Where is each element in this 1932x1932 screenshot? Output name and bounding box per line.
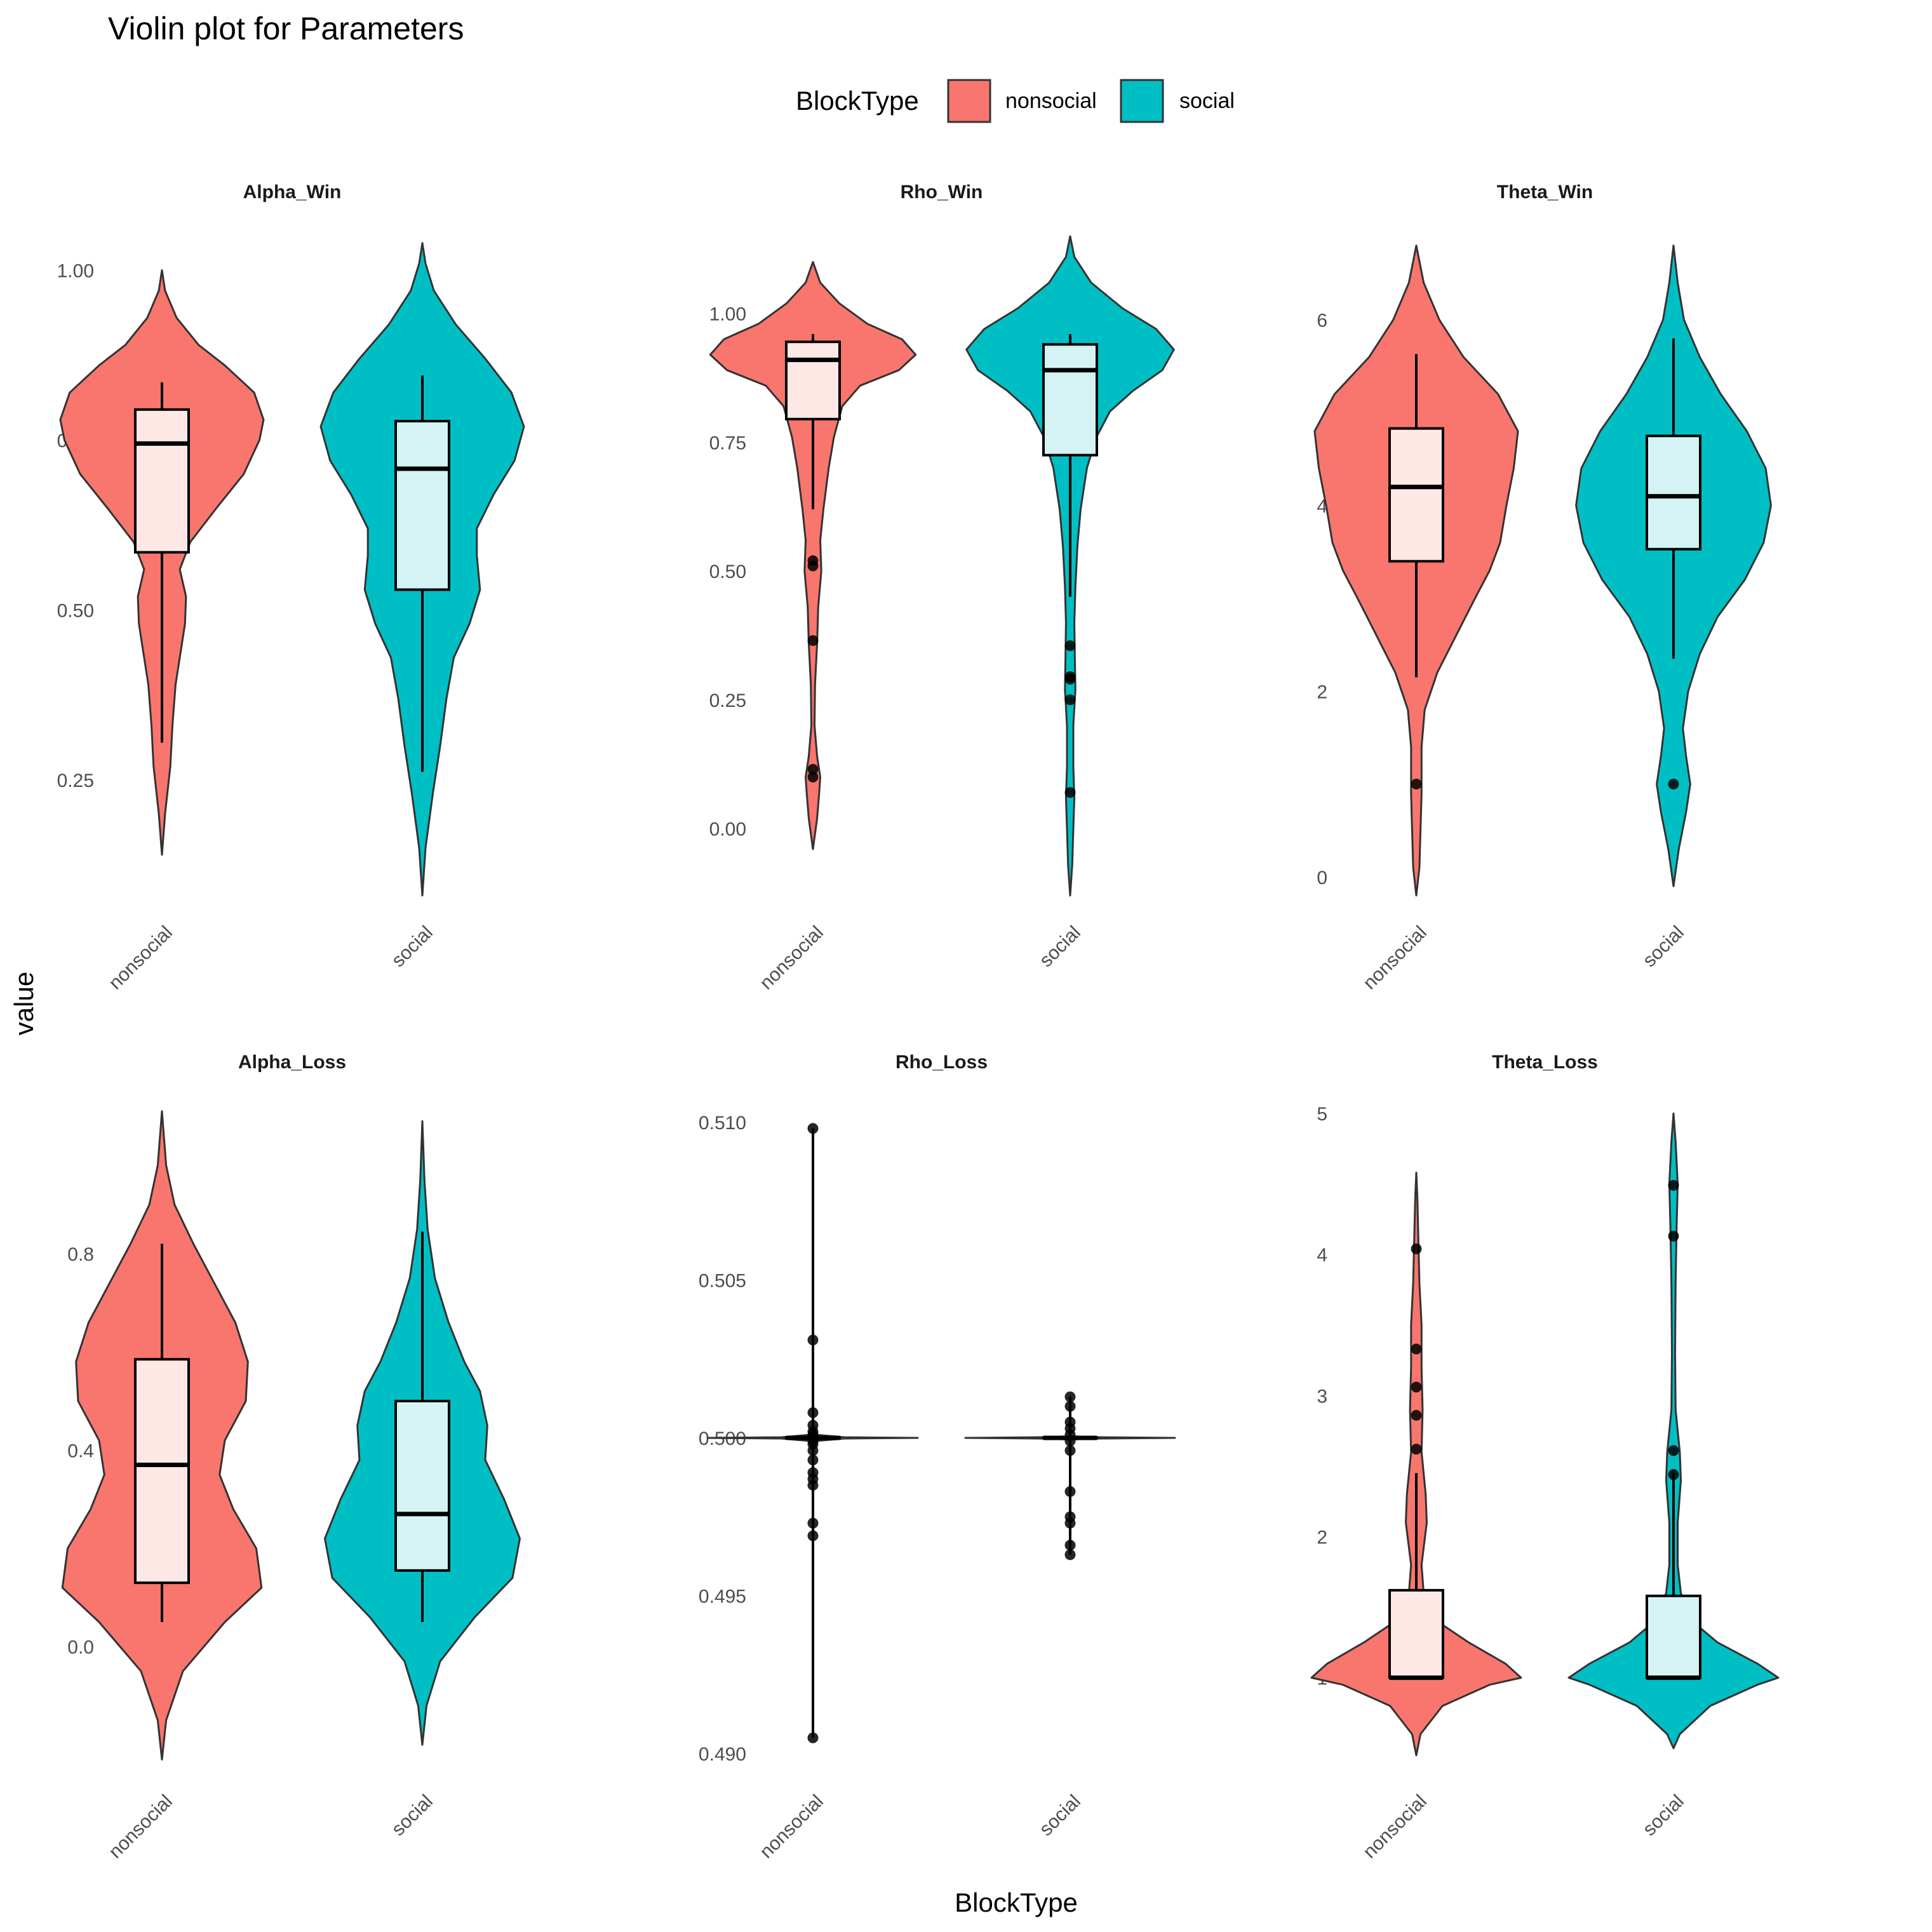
y-tick-label: 0.25: [709, 690, 746, 711]
outlier-point: [1668, 1445, 1679, 1456]
outlier-point: [807, 1123, 819, 1134]
y-tick-label: 0.0: [67, 1637, 94, 1658]
legend-key-social: [1120, 79, 1164, 123]
outlier-point: [1668, 779, 1679, 790]
outlier-point: [1411, 1444, 1422, 1455]
outlier-point: [1411, 1381, 1422, 1393]
y-tick-label: 0.510: [699, 1113, 746, 1134]
legend: BlockType nonsocial social: [796, 79, 1235, 123]
y-tick-label: 0.490: [699, 1744, 746, 1765]
y-tick-label: 5: [1317, 1104, 1327, 1125]
y-tick-label: 1.00: [709, 304, 746, 325]
outlier-point: [807, 1407, 819, 1418]
outlier-point: [807, 1517, 819, 1529]
outlier-point: [1064, 1549, 1076, 1560]
legend-label-nonsocial: nonsocial: [1005, 89, 1097, 113]
y-tick-label: 0: [1317, 868, 1327, 889]
y-tick-label: 0.495: [699, 1587, 746, 1607]
outlier-point: [1064, 1486, 1076, 1498]
strip-label-alpha-win: Alpha_Win: [243, 182, 342, 203]
box-nonsocial: [134, 408, 190, 554]
strip-label-theta-win: Theta_Win: [1497, 182, 1593, 203]
y-tick-label: 0.50: [709, 561, 746, 582]
y-tick-label: 4: [1317, 1245, 1327, 1266]
outlier-point: [1668, 1469, 1679, 1480]
outlier-point: [1064, 1400, 1076, 1412]
outlier-point: [807, 763, 819, 775]
x-axis-title: BlockType: [955, 1888, 1078, 1917]
y-tick-label: 0.4: [67, 1440, 94, 1461]
box-social: [1042, 343, 1098, 457]
outlier-point: [807, 635, 819, 647]
outlier-point: [807, 560, 819, 572]
strip-label-rho-loss: Rho_Loss: [896, 1052, 988, 1073]
box-nonsocial: [134, 1358, 190, 1585]
outlier-point: [1064, 694, 1076, 706]
y-tick-label: 0.00: [709, 819, 746, 840]
violin-social: [1567, 1112, 1780, 1750]
outlier-point: [1064, 640, 1076, 652]
outlier-point: [1064, 1435, 1076, 1447]
y-tick-label: 6: [1317, 311, 1327, 332]
outlier-point: [807, 1530, 819, 1541]
outlier-point: [1064, 1540, 1076, 1551]
y-tick-label: 0.75: [709, 433, 746, 453]
strip-label-theta-loss: Theta_Loss: [1492, 1052, 1598, 1073]
box-social: [394, 1400, 450, 1572]
y-tick-label: 0.25: [57, 770, 94, 791]
y-tick-label: 0.50: [57, 601, 94, 622]
outlier-point: [807, 1445, 819, 1456]
outlier-point: [1668, 1230, 1679, 1242]
outlier-point: [1411, 1409, 1422, 1421]
outlier-point: [1064, 787, 1076, 798]
strip-label-alpha-loss: Alpha_Loss: [238, 1052, 346, 1073]
outlier-point: [1064, 1445, 1076, 1456]
box-social: [394, 420, 450, 591]
y-tick-label: 1.00: [57, 261, 94, 282]
outlier-point: [807, 1732, 819, 1743]
y-tick-label: 3: [1317, 1386, 1327, 1407]
y-tick-label: 0.505: [699, 1270, 746, 1291]
outlier-point: [1411, 1243, 1422, 1254]
outlier-point: [1668, 1179, 1679, 1191]
strip-label-rho-win: Rho_Win: [901, 182, 983, 203]
box-nonsocial: [785, 340, 841, 420]
outlier-point: [1064, 1517, 1076, 1529]
outlier-point: [1411, 1343, 1422, 1355]
legend-label-social: social: [1179, 89, 1235, 113]
legend-title: BlockType: [796, 86, 919, 116]
chart-title: Violin plot for Parameters: [108, 11, 464, 46]
outlier-point: [807, 1454, 819, 1466]
box-nonsocial: [1388, 427, 1444, 563]
y-axis-title: value: [9, 972, 39, 1035]
outlier-point: [807, 771, 819, 782]
outlier-point: [807, 1480, 819, 1491]
outlier-point: [1411, 779, 1422, 790]
y-tick-label: 0.8: [67, 1244, 94, 1265]
outlier-point: [1064, 673, 1076, 685]
legend-key-nonsocial: [947, 79, 991, 123]
box-nonsocial: [1388, 1588, 1444, 1679]
box-social: [1646, 1594, 1701, 1679]
outlier-point: [807, 1334, 819, 1346]
outlier-point: [1064, 1391, 1076, 1402]
y-tick-label: 2: [1317, 681, 1327, 702]
box-social: [1646, 434, 1701, 551]
y-tick-label: 2: [1317, 1527, 1327, 1548]
violin-nonsocial: [1310, 1171, 1522, 1757]
